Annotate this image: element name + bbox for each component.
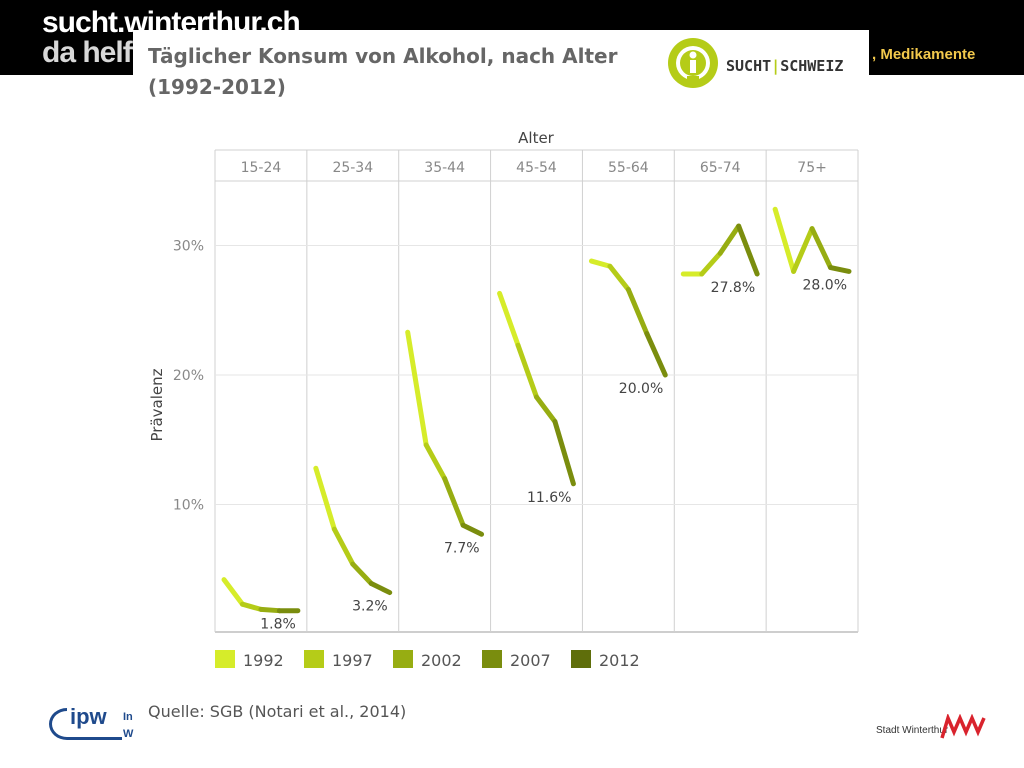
ipw-swoosh-icon — [49, 708, 122, 740]
logo-text-sep: | — [771, 57, 781, 75]
legend-label: 2007 — [510, 651, 551, 670]
series-segment — [460, 522, 485, 537]
legend-swatch — [482, 650, 502, 668]
series-segment — [423, 442, 448, 482]
y-ticks: 10% 20% 30% — [173, 239, 204, 514]
ipw-logo — [42, 704, 137, 744]
data-label: 20.0% — [619, 381, 663, 397]
data-label: 7.7% — [444, 540, 480, 556]
plot-frame — [214, 149, 859, 633]
ipw-side-text-1: In — [123, 711, 133, 723]
panel-header-label: 35-44 — [424, 160, 465, 176]
panel-headers: 15-24 25-34 35-44 45-54 55-64 65-74 75+ — [241, 160, 827, 176]
data-label: 3.2% — [352, 599, 388, 615]
sucht-schweiz-logo: SUCHT|SCHWEIZ — [668, 38, 868, 90]
chart-title: Täglicher Konsum von Alkohol, nach Alter — [148, 44, 618, 68]
series-segment — [552, 419, 576, 487]
panel-header-label: 45-54 — [516, 160, 557, 176]
series — [221, 206, 852, 614]
series-segment — [515, 342, 539, 400]
stadt-winterthur-text: Stadt Winterthur — [876, 725, 949, 736]
grid — [215, 245, 858, 505]
series-segment — [736, 223, 760, 277]
series-segment — [644, 331, 668, 378]
series-segment — [258, 606, 282, 614]
source-note: Quelle: SGB (Notari et al., 2014) — [148, 702, 407, 721]
legend-swatch — [393, 650, 413, 668]
logo-text-right: SCHWEIZ — [780, 57, 844, 75]
legend-swatch — [571, 650, 591, 668]
logo-text-left: SUCHT — [726, 57, 772, 75]
stadt-winterthur-logo-icon — [940, 714, 986, 739]
legend-label: 1992 — [243, 651, 284, 670]
series-segment — [699, 250, 723, 277]
series-segment — [497, 290, 521, 348]
series-segment — [588, 258, 613, 269]
y-tick-label: 30% — [173, 239, 204, 255]
legend: 1992 1997 2002 2007 2012 — [215, 650, 640, 670]
y-axis-label: Prävalenz — [148, 368, 166, 441]
series-segment — [368, 580, 393, 596]
data-label: 28.0% — [803, 277, 847, 293]
legend-label: 2012 — [599, 651, 640, 670]
series-segment — [828, 265, 852, 274]
series-segment — [239, 601, 264, 612]
site-subtitle: da helft — [42, 36, 142, 69]
ipw-logo-text: ipw — [70, 704, 107, 729]
y-tick-label: 20% — [173, 368, 204, 384]
series-segment — [791, 226, 815, 274]
legend-label: 1997 — [332, 651, 373, 670]
ipw-side-text-2: W — [123, 728, 134, 740]
header-tagline: , Medikamente — [872, 46, 976, 63]
data-label: 1.8% — [260, 617, 296, 633]
legend-swatch — [304, 650, 324, 668]
data-label: 11.6% — [527, 490, 571, 506]
panel-header-label: 15-24 — [241, 160, 282, 176]
panel-header-label: 65-74 — [700, 160, 741, 176]
legend-label: 2002 — [421, 651, 462, 670]
panel-header-label: 75+ — [797, 160, 827, 176]
x-axis-label: Alter — [518, 129, 555, 147]
series-segment — [534, 394, 558, 425]
person-in-circle-icon — [668, 38, 718, 88]
series-segment — [772, 206, 797, 274]
series-segment — [717, 223, 742, 256]
y-tick-label: 10% — [173, 498, 204, 514]
slide-panel — [133, 30, 869, 730]
series-segment — [221, 577, 245, 607]
series-segment — [331, 526, 356, 567]
series-segment — [607, 263, 631, 293]
chart-subtitle: (1992-2012) — [148, 75, 286, 99]
series-segment — [809, 226, 834, 271]
series-segment — [405, 329, 429, 448]
series-segment — [442, 476, 466, 528]
series-segment — [625, 287, 650, 337]
series-segment — [350, 561, 374, 586]
legend-swatch — [215, 650, 235, 668]
end-labels: 1.8% 3.2% 7.7% 11.6% 20.0% 27.8% 28.0% — [260, 277, 847, 632]
logo-text: SUCHT|SCHWEIZ — [726, 57, 843, 75]
panel-header-label: 55-64 — [608, 160, 649, 176]
data-label: 27.8% — [711, 280, 755, 296]
series-segment — [313, 465, 337, 532]
panel-header-label: 25-34 — [332, 160, 373, 176]
